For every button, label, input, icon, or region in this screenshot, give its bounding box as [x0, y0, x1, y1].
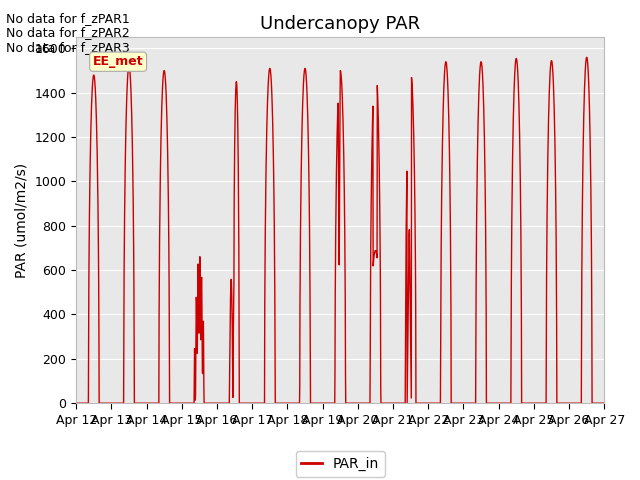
Text: No data for f_zPAR1: No data for f_zPAR1 [6, 12, 130, 25]
Title: Undercanopy PAR: Undercanopy PAR [260, 15, 420, 33]
Text: No data for f_zPAR2: No data for f_zPAR2 [6, 26, 130, 39]
Text: EE_met: EE_met [93, 55, 143, 68]
Text: No data for f_zPAR3: No data for f_zPAR3 [6, 41, 130, 54]
Legend: PAR_in: PAR_in [296, 452, 385, 477]
Y-axis label: PAR (umol/m2/s): PAR (umol/m2/s) [15, 163, 29, 278]
